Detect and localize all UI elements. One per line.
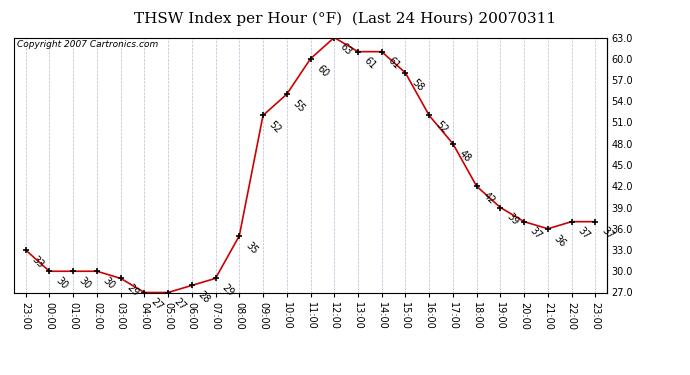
Text: 28: 28 (196, 290, 212, 305)
Text: 55: 55 (291, 98, 307, 114)
Text: 60: 60 (315, 63, 331, 79)
Text: 42: 42 (481, 190, 497, 206)
Text: 36: 36 (552, 233, 568, 249)
Text: 37: 37 (575, 226, 591, 242)
Text: 35: 35 (244, 240, 259, 256)
Text: 27: 27 (148, 297, 164, 313)
Text: 37: 37 (529, 226, 544, 242)
Text: 58: 58 (410, 77, 426, 93)
Text: Copyright 2007 Cartronics.com: Copyright 2007 Cartronics.com (17, 40, 158, 49)
Text: 61: 61 (386, 56, 402, 72)
Text: 27: 27 (172, 297, 188, 313)
Text: 30: 30 (101, 275, 117, 291)
Text: 29: 29 (219, 282, 235, 298)
Text: 52: 52 (433, 120, 449, 135)
Text: 52: 52 (267, 120, 283, 135)
Text: 63: 63 (338, 42, 354, 57)
Text: 33: 33 (30, 254, 46, 270)
Text: THSW Index per Hour (°F)  (Last 24 Hours) 20070311: THSW Index per Hour (°F) (Last 24 Hours)… (134, 11, 556, 26)
Text: 37: 37 (600, 226, 615, 242)
Text: 30: 30 (77, 275, 93, 291)
Text: 48: 48 (457, 148, 473, 164)
Text: 29: 29 (125, 282, 141, 298)
Text: 30: 30 (54, 275, 69, 291)
Text: 39: 39 (504, 211, 520, 227)
Text: 61: 61 (362, 56, 378, 72)
